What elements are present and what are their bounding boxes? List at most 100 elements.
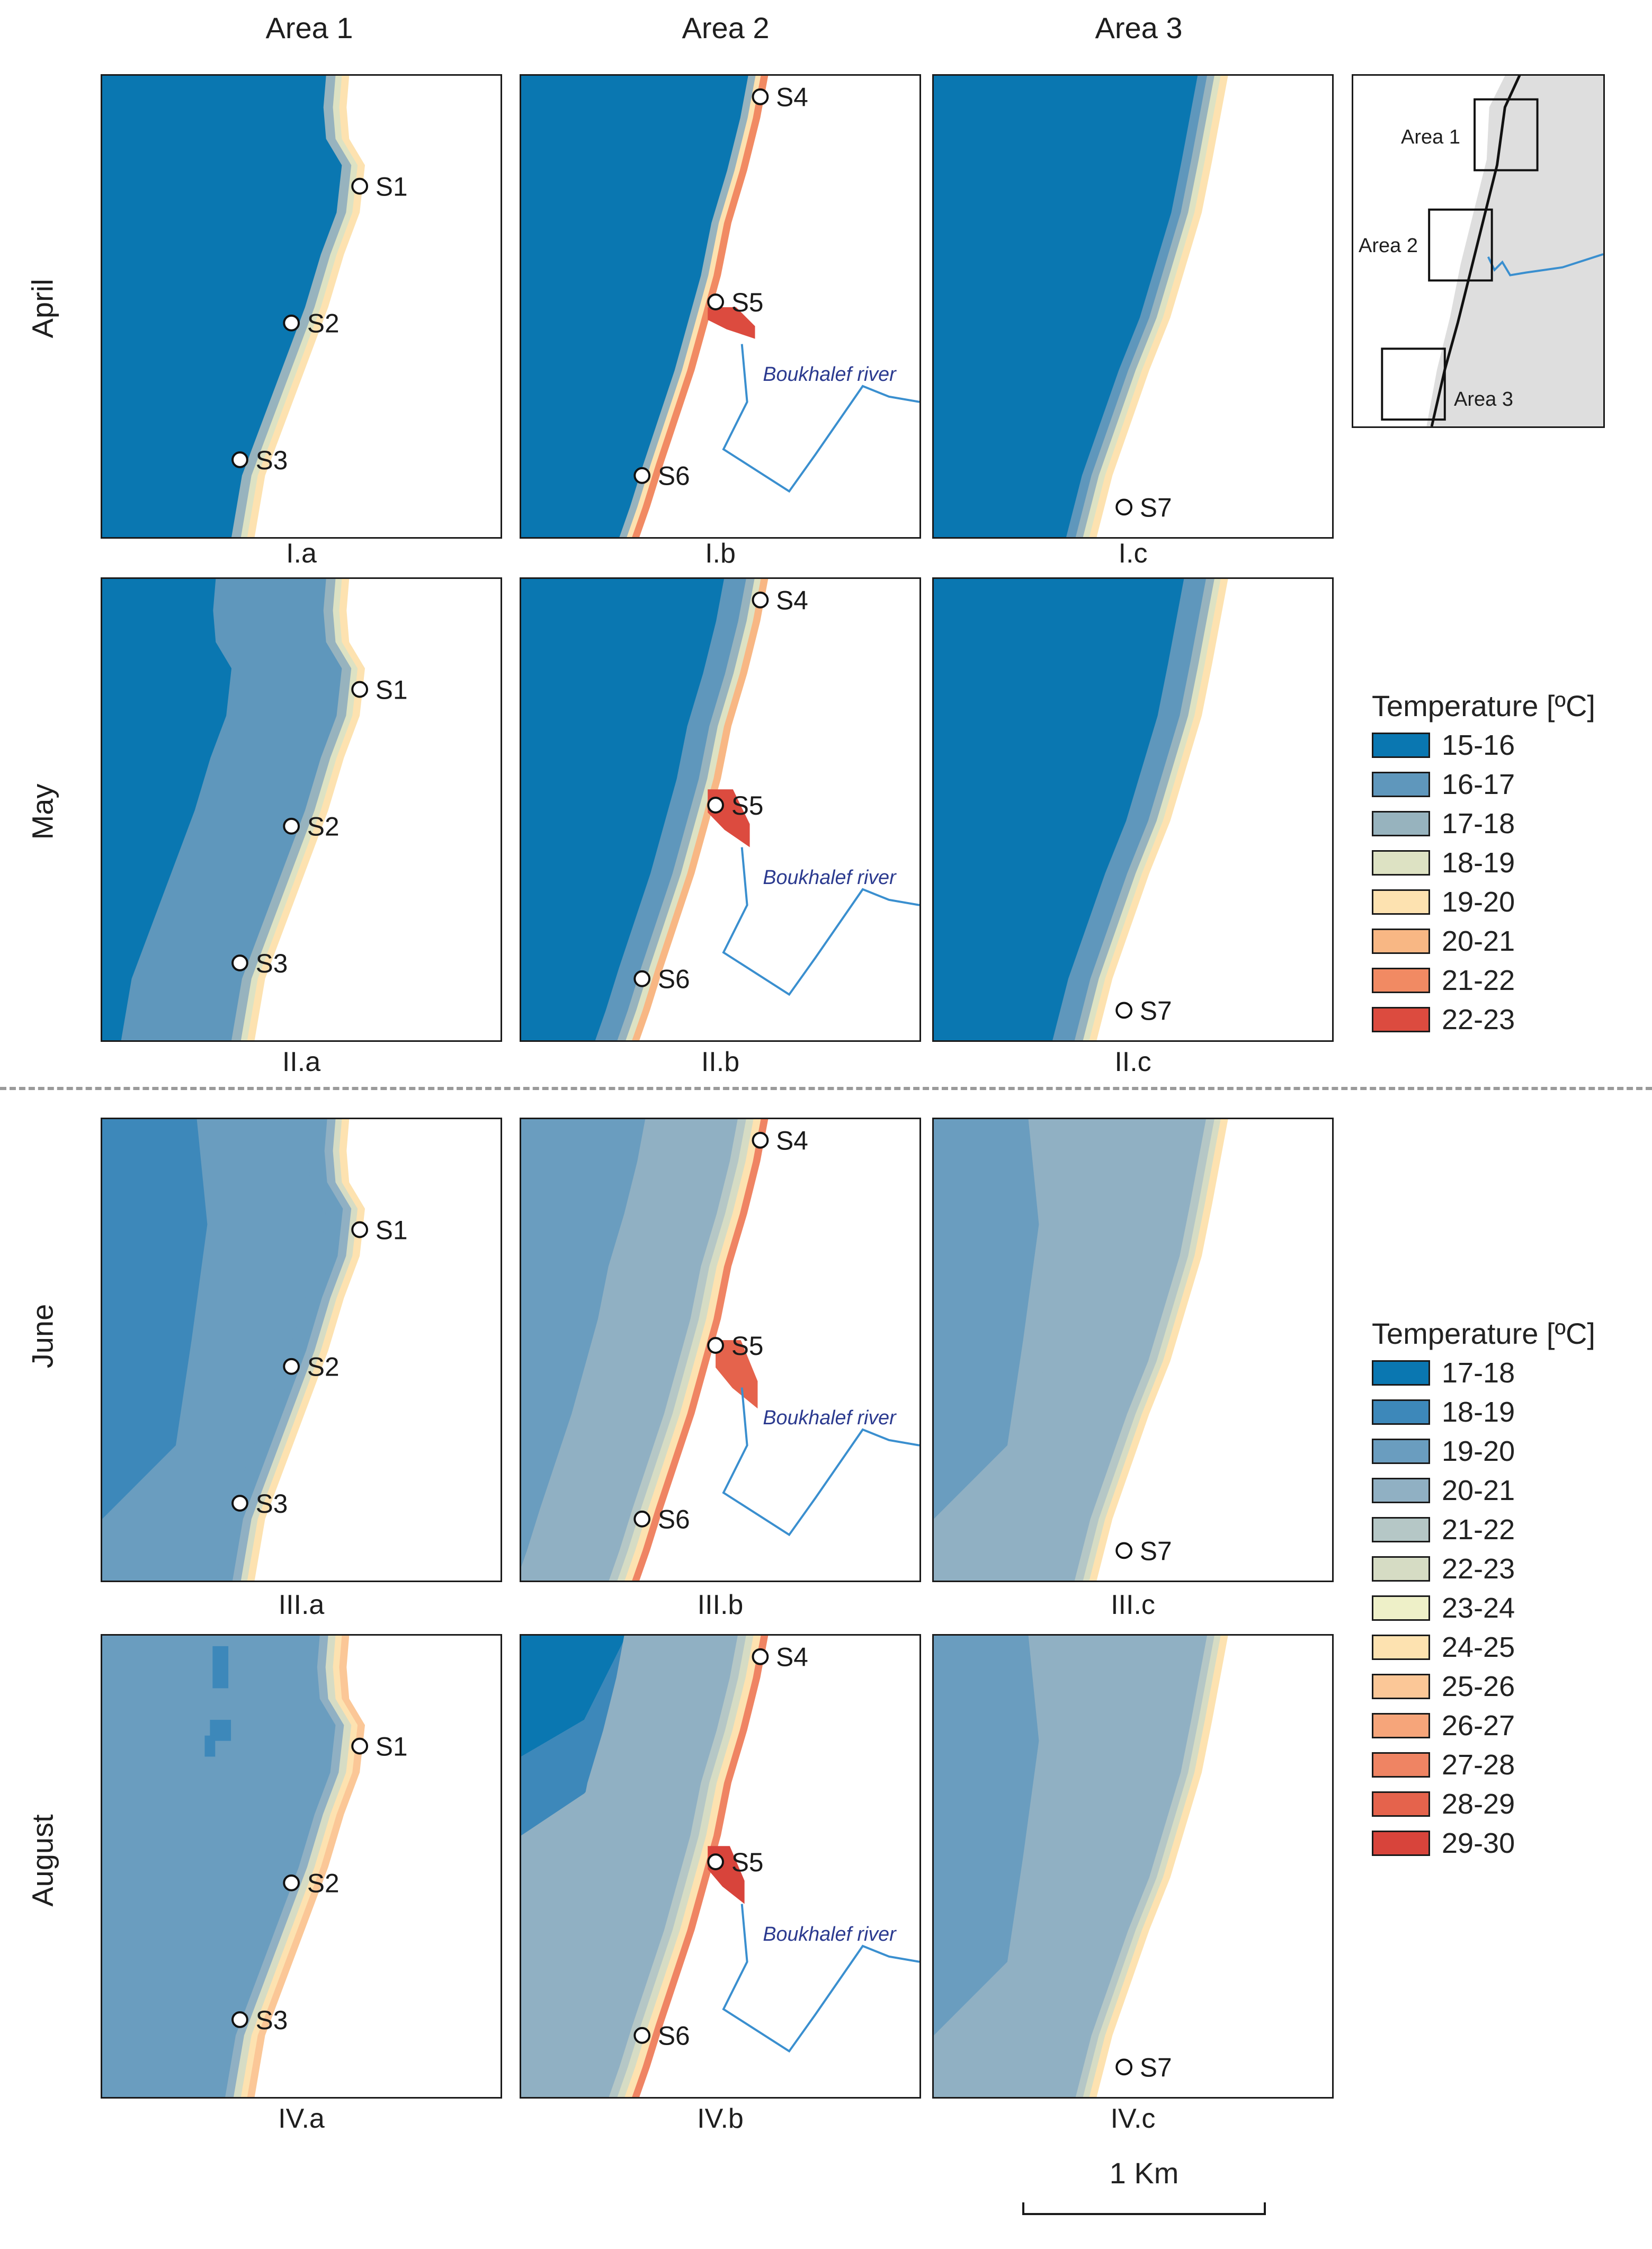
scale-bar-tick-left — [1022, 2202, 1024, 2215]
legend-item: 28-29 — [1372, 1788, 1515, 1820]
station-dot — [633, 467, 651, 484]
map-panel-iii-b: Boukhalef river S4 S5 S6 — [520, 1118, 921, 1582]
station-label: S6 — [658, 2021, 690, 2051]
legend-label: 22-23 — [1442, 1553, 1515, 1585]
station-dot — [752, 1131, 769, 1149]
station-dot — [1115, 2058, 1133, 2076]
legend-label: 22-23 — [1442, 1004, 1515, 1036]
legend-label: 15-16 — [1442, 729, 1515, 761]
panel-caption: II.b — [701, 1047, 740, 1077]
legend-swatch — [1372, 889, 1430, 915]
station-label: S2 — [307, 1869, 340, 1898]
map-panel-iv-c: S7 — [932, 1634, 1334, 2099]
legend-item: 22-23 — [1372, 1004, 1515, 1036]
station-marker: S5 — [707, 1848, 764, 1877]
land-area — [1096, 579, 1332, 1040]
legend-swatch — [1372, 1752, 1430, 1778]
station-label: S5 — [731, 288, 764, 317]
legend-label: 19-20 — [1442, 1435, 1515, 1467]
map-panel-ii-c: S7 — [932, 577, 1334, 1042]
station-label: S2 — [307, 1352, 340, 1382]
land-area — [254, 579, 501, 1040]
station-marker: S1 — [351, 1215, 408, 1245]
land-area — [639, 1636, 919, 2097]
legend-label: 27-28 — [1442, 1749, 1515, 1781]
map-panel-iv-a: S1 S2 S3 — [101, 1634, 502, 2099]
legend-swatch — [1372, 1360, 1430, 1386]
legend-item: 20-21 — [1372, 1475, 1515, 1506]
map-panel-i-b: Boukhalef river S4 S5 S6 — [520, 74, 921, 539]
inset-area-2-box — [1428, 208, 1493, 282]
station-label: S5 — [731, 1331, 764, 1361]
sea-inner-zone — [934, 1636, 1039, 2036]
legend-swatch — [1372, 850, 1430, 876]
temperature-map: Boukhalef river S4 S5 S6 — [521, 579, 919, 1040]
inset-coastline — [1430, 76, 1521, 426]
legend-label: 21-22 — [1442, 1514, 1515, 1546]
legend-item: 21-22 — [1372, 965, 1515, 996]
panel-caption: III.c — [1111, 1590, 1155, 1620]
station-label: S1 — [376, 1215, 408, 1245]
temperature-map: Boukhalef river S4 S5 S6 — [521, 1636, 919, 2097]
station-dot — [1115, 498, 1133, 516]
station-label: S4 — [776, 586, 808, 615]
legend-swatch — [1372, 1674, 1430, 1699]
temperature-map: Boukhalef river S4 S5 S6 — [521, 1119, 919, 1581]
station-label: S6 — [658, 965, 690, 994]
station-label: S6 — [658, 1505, 690, 1534]
station-marker: S1 — [351, 675, 408, 704]
station-marker: S3 — [231, 949, 288, 978]
legend-title: Temperature [ºC] — [1372, 689, 1595, 722]
legend-item: 27-28 — [1372, 1749, 1515, 1781]
station-label: S7 — [1140, 493, 1172, 522]
temperature-map: S7 — [934, 579, 1332, 1040]
station-marker: S6 — [633, 461, 690, 491]
temperature-map: S1 S2 S3 — [102, 1119, 501, 1581]
station-dot — [707, 1337, 724, 1354]
station-dot — [351, 681, 368, 698]
land-area — [1096, 1636, 1332, 2097]
legend-item: 24-25 — [1372, 1631, 1515, 1663]
station-marker: S5 — [707, 1331, 764, 1361]
station-marker: S3 — [231, 2005, 288, 2035]
temperature-map: S1 S2 S3 — [102, 1636, 501, 2097]
warm-plume — [708, 307, 755, 339]
legend-swatch — [1372, 1595, 1430, 1621]
temperature-map: S1 S2 S3 — [102, 579, 501, 1040]
station-marker: S2 — [283, 1869, 340, 1898]
station-label: S3 — [256, 949, 288, 978]
panel-caption: IV.b — [697, 2103, 744, 2134]
legend-item: 17-18 — [1372, 808, 1515, 840]
scale-bar-tick-right — [1264, 2202, 1266, 2215]
map-panel-ii-a: S1 S2 S3 — [101, 577, 502, 1042]
legend-label: 25-26 — [1442, 1671, 1515, 1702]
boukhalef-river — [722, 344, 919, 493]
legend-label: 20-21 — [1442, 1475, 1515, 1506]
panel-caption: I.b — [705, 538, 736, 569]
station-dot — [1115, 1002, 1133, 1019]
scale-bar-label: 1 Km — [1109, 2156, 1179, 2190]
station-label: S7 — [1140, 2052, 1172, 2082]
land-area — [254, 1119, 501, 1581]
inset-area-3-label: Area 3 — [1454, 388, 1513, 410]
boukhalef-river — [722, 1387, 919, 1537]
legend-label: 18-19 — [1442, 1396, 1515, 1428]
legend-swatch — [1372, 1399, 1430, 1425]
column-header-area-1: Area 1 — [265, 11, 353, 44]
legend-item: 19-20 — [1372, 1435, 1515, 1467]
station-label: S1 — [376, 1732, 408, 1761]
station-marker: S6 — [633, 1505, 690, 1534]
legend-item: 22-23 — [1372, 1553, 1515, 1585]
land-area — [1096, 76, 1332, 537]
map-panel-i-a: S1 S2 S3 — [101, 74, 502, 539]
legend-june-august: Temperature [ºC] 17-18 18-19 19-20 20-21 21-… — [1372, 1316, 1595, 1859]
legend-swatch — [1372, 1635, 1430, 1660]
station-label: S6 — [658, 461, 690, 491]
station-label: S4 — [776, 1126, 808, 1156]
legend-item: 18-19 — [1372, 847, 1515, 879]
station-dot — [752, 1648, 769, 1665]
inset-area-2-label: Area 2 — [1359, 235, 1418, 257]
station-dot — [231, 954, 248, 971]
station-marker: S3 — [231, 1489, 288, 1519]
temperature-map: S7 — [934, 1636, 1332, 2097]
